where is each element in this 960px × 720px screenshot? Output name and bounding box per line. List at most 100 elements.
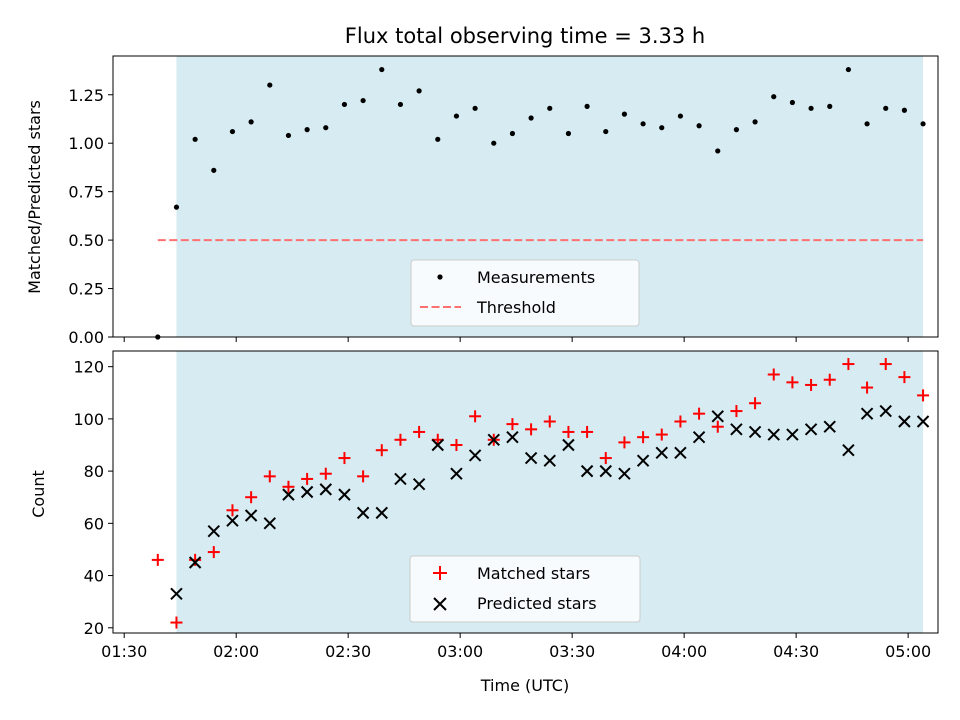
predicted-star-point [692,430,706,444]
predicted-star-point [618,467,631,480]
y-tick-label: 0.75 [68,183,104,202]
top-axes-frame [112,55,939,338]
y-tick-label: 20 [84,619,104,638]
measurement-point [323,125,329,131]
measurement-point [491,140,497,146]
matched-star-point [581,425,594,438]
measurement-point [603,128,609,135]
matched-star-point [599,452,612,465]
predicted-star-point [562,438,575,452]
predicted-star-point [804,423,818,436]
predicted-star-point [842,444,855,457]
matched-star-point [805,378,818,391]
matched-star-point [506,418,519,431]
matched-star-point [767,368,780,381]
predicted-star-point [506,430,519,444]
measurement-point [677,113,684,119]
y-tick-label: 0.25 [68,280,104,299]
top-legend: Measurements Threshold [410,259,640,327]
predicted-star-point [319,483,332,496]
predicted-star-point [599,464,612,478]
matched-star-point [226,504,239,517]
matched-star-point [301,472,314,485]
top-panel: 0.00 0.25 0.50 0.75 1.00 1.25 Matched/Predict… [25,55,939,347]
y-tick-label: 1.25 [68,86,104,105]
matched-star-point [543,415,556,428]
predicted-star-point [263,517,276,530]
y-tick-label: 80 [84,462,104,481]
measurement-point [229,128,236,135]
predicted-star-point [636,454,650,467]
matched-star-point [898,371,911,384]
predicted-star-point [170,587,183,601]
matched-star-point [917,389,930,402]
predicted-star-point [394,472,407,486]
matched-star-point [655,428,668,441]
predicted-star-point [375,506,388,520]
y-tick-label: 40 [84,567,104,586]
x-tick-label: 03:00 [437,642,483,661]
matched-star-point [525,423,538,436]
predicted-star-point [468,449,482,462]
measurement-point [416,88,422,94]
measurement-point [640,121,646,127]
matched-star-point [394,433,407,446]
matched-star-point [263,470,276,483]
matched-star-point [207,546,220,559]
predicted-star-point [524,451,538,465]
x-tick-label: 05:00 [885,642,931,661]
measurement-point [883,105,889,111]
predicted-star-point [711,410,724,423]
predicted-star-point [879,404,892,418]
matched-star-point [469,410,482,423]
matched-star-point [151,553,164,566]
matched-star-point [749,397,762,410]
predicted-star-point [487,433,500,446]
bottom-x-ticks: 01:30 02:00 02:30 03:00 03:30 04:00 04:30 05:00 [101,633,931,661]
measurement-point [696,123,702,129]
measurement-point [285,132,292,139]
matched-star-point [861,381,874,394]
matched-star-point [413,425,426,438]
matched-star-point [786,376,799,389]
measurement-point [211,167,217,173]
predicted-star-point [244,509,258,522]
bottom-y-axis-label: Count [29,470,48,518]
y-tick-label: 120 [73,358,104,377]
measurement-point [752,119,758,125]
predicted-star-point [356,506,370,520]
predicted-star-point [450,467,463,480]
measurement-point [397,101,404,108]
measurement-point [827,103,833,109]
predicted-star-point [282,488,295,501]
matched-star-point [674,415,687,428]
matched-star-point [170,616,183,629]
measurement-point [341,101,348,108]
predicted-star-point [730,423,743,436]
measurement-point [621,111,628,117]
measurement-point [565,130,572,137]
matched-star-point [338,452,351,465]
matched-star-point [357,470,370,483]
matched-star-point [282,480,295,493]
measurement-point [771,94,777,100]
measurement-point [267,82,273,88]
y-tick-label: 100 [73,410,104,429]
predicted-star-point [188,556,202,569]
measurement-point [509,130,516,137]
matched-star-point [245,491,258,504]
x-tick-label: 01:30 [101,642,147,661]
measurement-point [864,121,870,127]
predicted-star-point [338,488,351,501]
measurement-point [584,103,590,109]
legend-measurements-label: Measurements [477,268,595,287]
predicted-star-point [786,428,799,441]
bottom-legend: Matched stars Predicted stars [409,555,641,623]
predicted-star-point [412,477,426,491]
predicted-star-point [860,407,874,420]
matched-star-point [842,358,855,371]
bottom-plot-marks [151,358,930,629]
x-tick-label: 04:00 [661,642,707,661]
measurement-point [472,105,478,111]
